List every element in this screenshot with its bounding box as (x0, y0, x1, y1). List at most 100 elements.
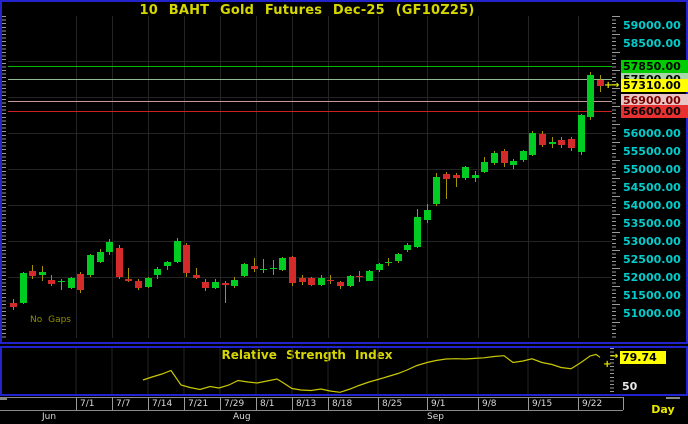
date-tick-row: 7/1 7/7 7/14 7/21 7/29 8/1 8/13 8/18 8/25 9/1 9/8 9… (0, 397, 623, 410)
price-plot-area[interactable]: + (8, 16, 612, 338)
left-price-ruler (2, 16, 6, 338)
candle (144, 278, 152, 288)
candle (202, 281, 210, 289)
level-line (8, 66, 612, 68)
candle (269, 267, 277, 270)
candle (106, 241, 114, 252)
candle (423, 210, 431, 221)
price-axis-label: 59000.00 (623, 19, 681, 32)
axis-divider (0, 397, 623, 398)
candle (115, 247, 123, 278)
price-ruler-major (612, 16, 620, 338)
candle (135, 280, 143, 288)
candle (365, 270, 373, 281)
date-tick (528, 397, 529, 410)
v-gridline (378, 16, 379, 338)
candle (346, 275, 354, 286)
candle (452, 175, 460, 179)
interval-label: Day (651, 403, 675, 416)
rsi-arrow-icon: → (610, 351, 619, 362)
candle (519, 151, 527, 160)
date-tick (148, 397, 149, 410)
date-tick-label: 8/25 (382, 399, 403, 409)
candle (327, 279, 335, 282)
candle-wick (128, 268, 130, 283)
date-tick-label: 7/29 (224, 399, 245, 409)
candle (38, 272, 46, 275)
level-price-label: 57850.00 (621, 59, 688, 73)
price-chart-panel: 10 BAHT Gold Futures Dec-25 (GF10Z25) + … (0, 0, 688, 344)
level-line (8, 111, 612, 113)
candle-wick (195, 268, 197, 279)
level-price-label: 56900.00 (621, 94, 688, 108)
date-tick-label: 9/1 (431, 399, 446, 409)
level-price-label: 56600.00 (621, 104, 688, 118)
date-tick (578, 397, 579, 410)
candle (298, 278, 306, 282)
scroll-right-handle[interactable] (666, 397, 680, 399)
v-gridline (578, 16, 579, 338)
month-label: Aug (233, 412, 251, 422)
rsi-panel: Relative Strength Index + → 79.74 50 (0, 346, 688, 396)
candle (308, 278, 316, 285)
candle (433, 176, 441, 204)
candle (317, 278, 325, 285)
candle (260, 268, 268, 271)
candle (77, 274, 85, 290)
v-gridline (76, 16, 77, 338)
candle (231, 279, 239, 286)
v-gridline (256, 16, 257, 338)
v-gridline (292, 16, 293, 338)
rsi-line (142, 353, 601, 393)
candle (163, 261, 171, 267)
current-price-arrow-icon: → (611, 79, 620, 91)
price-axis-label: 55000.00 (623, 163, 681, 176)
candle (500, 151, 508, 164)
candle (192, 274, 200, 279)
candle (86, 254, 94, 275)
price-axis-label: 56000.00 (623, 127, 681, 140)
candle (558, 140, 566, 146)
time-axis: 7/1 7/7 7/14 7/21 7/29 8/1 8/13 8/18 8/25 9/1 9/8 9… (0, 397, 688, 424)
candle (212, 281, 220, 289)
candle-wick (224, 280, 226, 304)
current-price-label: 57310.00 (621, 79, 688, 93)
date-tick-label: 8/18 (332, 399, 353, 409)
candle (240, 264, 248, 276)
candle (385, 261, 393, 264)
month-row: Jun Aug Sep (0, 397, 623, 424)
candle (529, 133, 537, 155)
candle (29, 270, 37, 276)
date-tick-label: 9/15 (532, 399, 553, 409)
v-gridline (427, 16, 428, 338)
candle-wick (61, 278, 63, 290)
date-tick-label: 9/22 (582, 399, 603, 409)
h-gridline (8, 241, 612, 242)
scroll-left-handle[interactable] (0, 397, 7, 400)
candle (250, 266, 258, 270)
rsi-midline-label: 50 (622, 380, 638, 393)
rsi-last-marker-icon: + (603, 359, 612, 370)
v-gridline (220, 16, 221, 338)
candle-wick (272, 260, 274, 275)
candle (394, 254, 402, 262)
month-label: Sep (427, 412, 444, 422)
date-tick (184, 397, 185, 410)
no-gaps-label: No Gaps (30, 315, 71, 325)
candle (67, 277, 75, 288)
candle (375, 263, 383, 271)
rsi-plot-area[interactable] (8, 348, 612, 394)
h-gridline (8, 277, 612, 278)
candle (337, 282, 345, 286)
candle (58, 280, 66, 283)
rsi-title: Relative Strength Index (221, 348, 393, 362)
candle-wick (445, 171, 447, 199)
price-axis-label: 53500.00 (623, 217, 681, 230)
price-axis-label: 52000.00 (623, 271, 681, 284)
candle (587, 75, 595, 117)
candle (510, 161, 518, 165)
chart-title: 10 BAHT Gold Futures Dec-25 (GF10Z25) (139, 3, 475, 18)
date-tick-label: 7/21 (188, 399, 209, 409)
rsi-value-label: 79.74 (620, 351, 666, 365)
